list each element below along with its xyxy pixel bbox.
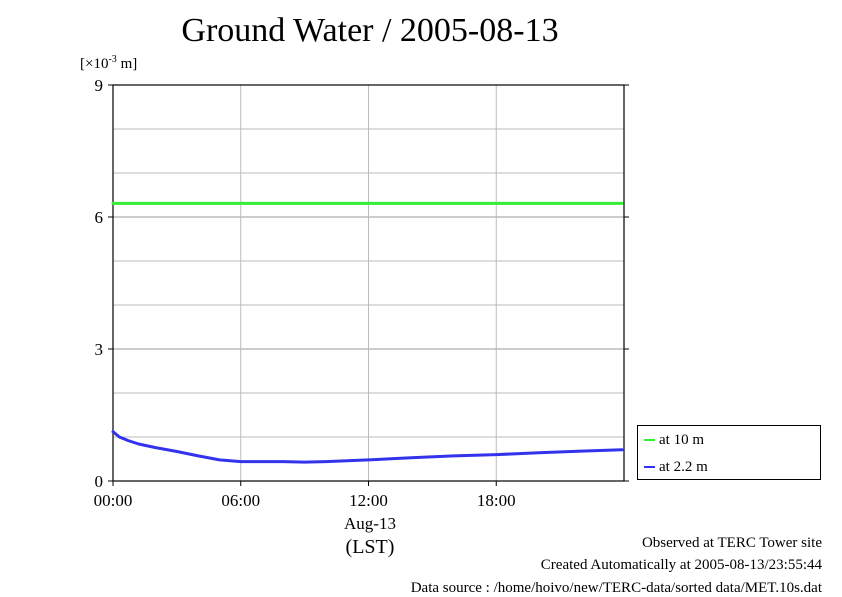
plot-frame — [112, 84, 625, 482]
footer-data-source: Data source : /home/hoivo/new/TERC-data/… — [410, 580, 822, 596]
y-tick-label: 6 — [95, 208, 104, 227]
legend-swatch-2-2m — [644, 466, 655, 468]
x-axis-unit-label: (LST) — [345, 536, 395, 558]
y-tick-label: 3 — [95, 340, 104, 359]
y-axis-unit: [×10-3 m] — [80, 54, 137, 73]
legend-item-10m: at 10 m — [644, 430, 704, 450]
chart-legend: at 10 m at 2.2 m — [637, 425, 821, 480]
series-line-1 — [111, 430, 624, 464]
x-tick-label: 06:00 — [221, 491, 260, 510]
unit-suffix: m] — [116, 56, 138, 72]
y-tick-label: 9 — [95, 76, 104, 95]
footer-created: Created Automatically at 2005-08-13/23:5… — [540, 557, 822, 573]
x-tick-label: 18:00 — [477, 491, 516, 510]
x-tick-label: 00:00 — [94, 491, 133, 510]
footer-observed: Observed at TERC Tower site — [641, 535, 822, 551]
x-tick-label: 12:00 — [349, 491, 388, 510]
legend-swatch-10m — [644, 439, 655, 441]
legend-label-10m: at 10 m — [659, 431, 704, 448]
legend-item-2-2m: at 2.2 m — [644, 457, 708, 477]
unit-base: [×10 — [80, 56, 109, 72]
x-axis-date-label: Aug-13 — [344, 514, 396, 533]
unit-exponent: -3 — [108, 54, 117, 65]
y-tick-label: 0 — [95, 472, 104, 491]
legend-label-2-2m: at 2.2 m — [659, 458, 708, 475]
chart-title: Ground Water / 2005-08-13 — [181, 12, 559, 49]
